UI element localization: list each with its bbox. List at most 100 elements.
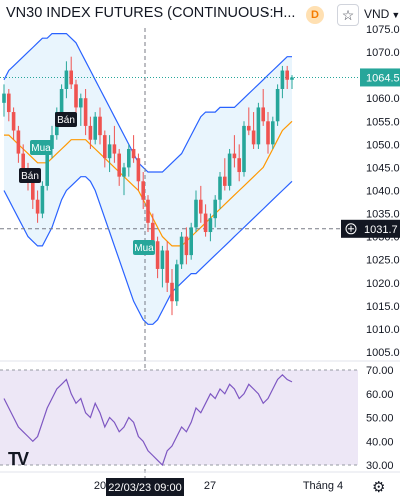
gear-icon[interactable]: ⚙: [372, 479, 386, 496]
candle-body[interactable]: [2, 93, 6, 103]
candle-body[interactable]: [88, 125, 93, 140]
signal-text: Mua: [31, 143, 51, 154]
candle-body[interactable]: [251, 130, 256, 145]
crosshair-price-label: 1031.7: [364, 224, 398, 236]
rsi-tick-label: 40.00: [366, 436, 394, 448]
candle-body[interactable]: [275, 88, 280, 122]
candle-body[interactable]: [285, 70, 289, 80]
chevron-down-icon: ▼: [391, 10, 400, 20]
signal-sell-label: Bán: [55, 112, 77, 127]
candle-body[interactable]: [59, 88, 64, 113]
candle-body[interactable]: [127, 148, 131, 168]
time-tick-label: 27: [204, 480, 216, 492]
candle-body[interactable]: [237, 158, 241, 173]
price-tick-label: 1020.0: [366, 278, 400, 290]
candle-body[interactable]: [107, 144, 112, 159]
signal-box: [19, 168, 41, 183]
candle-body[interactable]: [79, 98, 83, 108]
price-tick-label: 1010.0: [366, 324, 400, 336]
candle-body[interactable]: [45, 148, 49, 186]
candle-body[interactable]: [280, 70, 285, 89]
candle-body[interactable]: [203, 213, 208, 233]
candle-body[interactable]: [247, 125, 251, 131]
candle-body[interactable]: [131, 148, 136, 159]
interval-label[interactable]: · H...: [264, 5, 296, 21]
signal-text: Bán: [21, 171, 39, 182]
candle-body[interactable]: [266, 121, 270, 145]
candle-body[interactable]: [194, 199, 198, 228]
last-price-badge: [360, 68, 400, 87]
candle-body[interactable]: [223, 176, 227, 186]
candle-body[interactable]: [189, 227, 193, 256]
candle-body[interactable]: [69, 70, 73, 85]
price-tick-label: 1040.0: [366, 186, 400, 198]
tradingview-logo: TV: [8, 449, 29, 469]
candle-body[interactable]: [184, 236, 189, 256]
candle-body[interactable]: [242, 125, 246, 173]
candle-body[interactable]: [232, 153, 237, 159]
candle-body[interactable]: [93, 116, 97, 140]
candle-body[interactable]: [74, 84, 78, 108]
candle-body[interactable]: [199, 199, 203, 214]
candle-body[interactable]: [31, 181, 35, 200]
currency-label: VND: [364, 7, 390, 21]
candle-body[interactable]: [136, 158, 141, 182]
signal-box: [133, 240, 155, 255]
candle-body[interactable]: [21, 153, 25, 173]
candle-body[interactable]: [256, 107, 261, 145]
favorite-button[interactable]: ☆: [337, 4, 359, 26]
rsi-band-fill: [0, 370, 358, 465]
candle-body[interactable]: [83, 98, 88, 126]
candle-body[interactable]: [103, 135, 107, 159]
candle-body[interactable]: [271, 121, 275, 145]
candle-body[interactable]: [227, 153, 232, 186]
candle-body[interactable]: [146, 199, 150, 223]
candle-body[interactable]: [35, 199, 40, 214]
candle-body[interactable]: [218, 176, 222, 200]
candle-body[interactable]: [7, 93, 11, 113]
bollinger-upper-line: [3, 33, 292, 173]
rsi-tick-label: 50.00: [366, 413, 394, 425]
rsi-tick-label: 60.00: [366, 389, 394, 401]
candle-body[interactable]: [160, 250, 165, 269]
candle-body[interactable]: [213, 199, 217, 219]
candle-body[interactable]: [179, 236, 184, 265]
crosshair-time-badge: [106, 478, 184, 496]
signal-sell-label: Bán: [19, 168, 41, 183]
price-tick-label: 1045.0: [366, 162, 400, 174]
signal-box: [55, 112, 77, 127]
candle-body[interactable]: [290, 77, 294, 80]
symbol-title[interactable]: VN30 INDEX FUTURES (CONTINUOUS: C...: [6, 5, 276, 21]
candle-body[interactable]: [165, 250, 169, 283]
candle-body[interactable]: [64, 70, 69, 89]
crosshair-time-label: 22/03/23 09:00: [108, 482, 181, 494]
price-tick-label: 1050.0: [366, 139, 400, 151]
candle-body[interactable]: [155, 241, 160, 269]
candle-body[interactable]: [175, 264, 179, 302]
candle-body[interactable]: [122, 167, 126, 177]
candle-body[interactable]: [261, 107, 265, 122]
candle-body[interactable]: [112, 144, 117, 154]
candle-body[interactable]: [170, 282, 174, 302]
rsi-line: [3, 373, 293, 467]
plus-circle-icon[interactable]: [345, 223, 357, 235]
star-icon: ☆: [341, 7, 355, 23]
candle-body[interactable]: [16, 130, 21, 154]
signal-buy-label: Mua: [30, 140, 52, 155]
price-tick-label: 1055.0: [366, 116, 400, 128]
currency-select[interactable]: VND ▼: [364, 7, 400, 21]
price-tick-label: 1075.0: [366, 24, 400, 36]
time-tick-label: 20: [94, 480, 106, 492]
delay-badge[interactable]: D: [306, 6, 324, 24]
candle-body[interactable]: [117, 153, 121, 177]
price-tick-label: 1025.0: [366, 255, 400, 267]
candle-body[interactable]: [208, 218, 213, 233]
candle-body[interactable]: [11, 112, 16, 131]
candle-body[interactable]: [151, 222, 155, 242]
candle-body[interactable]: [40, 185, 45, 214]
signal-text: Bán: [57, 115, 75, 126]
candle-body[interactable]: [98, 116, 102, 136]
signal-buy-label: Mua: [133, 240, 155, 255]
candle-body[interactable]: [141, 181, 145, 200]
